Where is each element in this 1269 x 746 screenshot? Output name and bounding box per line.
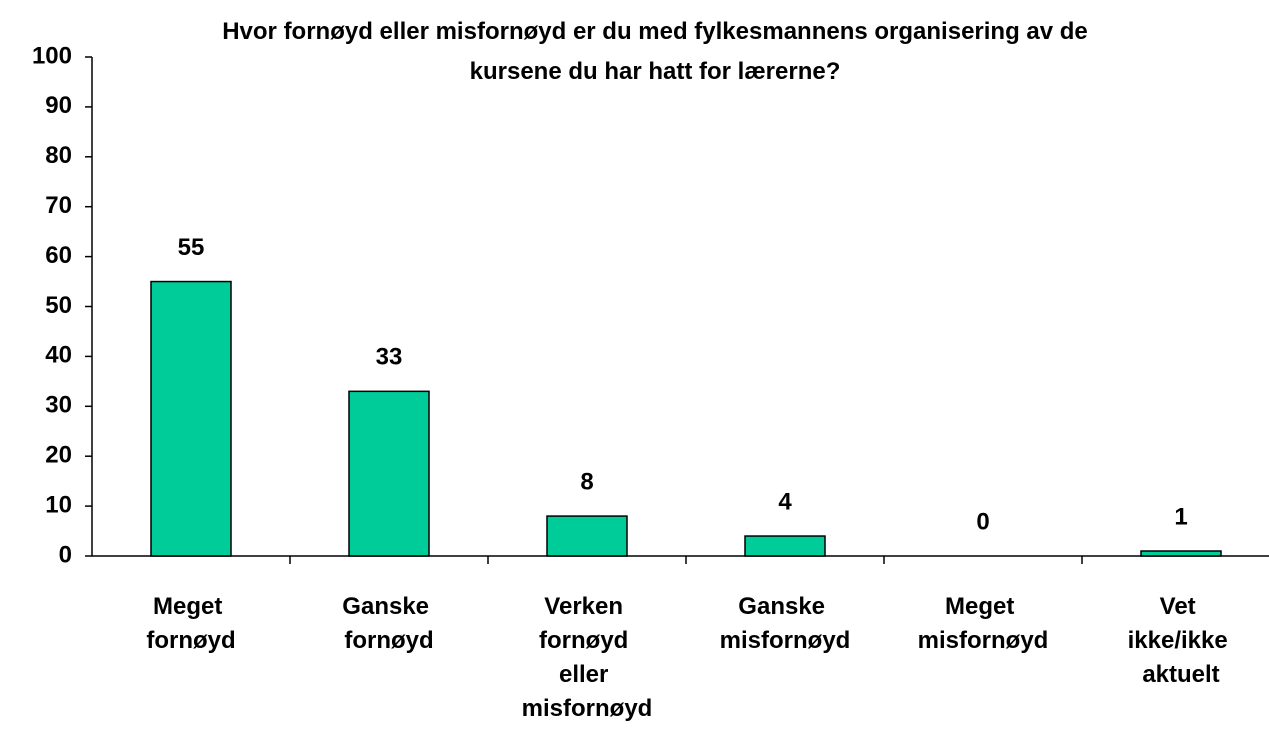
y-tick-label: 60 [45, 242, 72, 269]
y-tick-label: 0 [59, 541, 72, 568]
x-tick-label: Ganske fornøyd [342, 593, 435, 654]
y-tick-label: 20 [45, 442, 72, 469]
value-label: 33 [376, 344, 403, 371]
y-tick-label: 80 [45, 142, 72, 169]
x-tick-label: Meget fornøyd [146, 593, 235, 654]
y-tick-label: 10 [45, 491, 72, 518]
y-tick-label: 40 [45, 342, 72, 369]
bar [348, 390, 430, 557]
bar [150, 280, 232, 557]
x-tick-label: Meget misfornøyd [918, 593, 1049, 654]
y-tick-label: 100 [32, 42, 72, 69]
bar [744, 535, 826, 557]
bar [546, 515, 628, 557]
value-label: 8 [580, 468, 593, 495]
value-label: 0 [976, 508, 989, 535]
x-tick-label: Verken fornøyd eller misfornøyd [522, 593, 653, 722]
x-tick-label: Ganske misfornøyd [720, 593, 851, 654]
x-tick-label: Vet ikke/ikke aktuelt [1128, 593, 1235, 688]
value-label: 1 [1174, 503, 1187, 530]
value-label: 4 [778, 488, 792, 515]
y-tick-label: 30 [45, 392, 72, 419]
y-tick-label: 50 [45, 292, 72, 319]
value-label: 55 [178, 234, 205, 261]
y-tick-label: 90 [45, 92, 72, 119]
y-tick-label: 70 [45, 192, 72, 219]
bar [1140, 550, 1222, 557]
chart-title: Hvor fornøyd eller misfornøyd er du med … [222, 18, 1088, 85]
